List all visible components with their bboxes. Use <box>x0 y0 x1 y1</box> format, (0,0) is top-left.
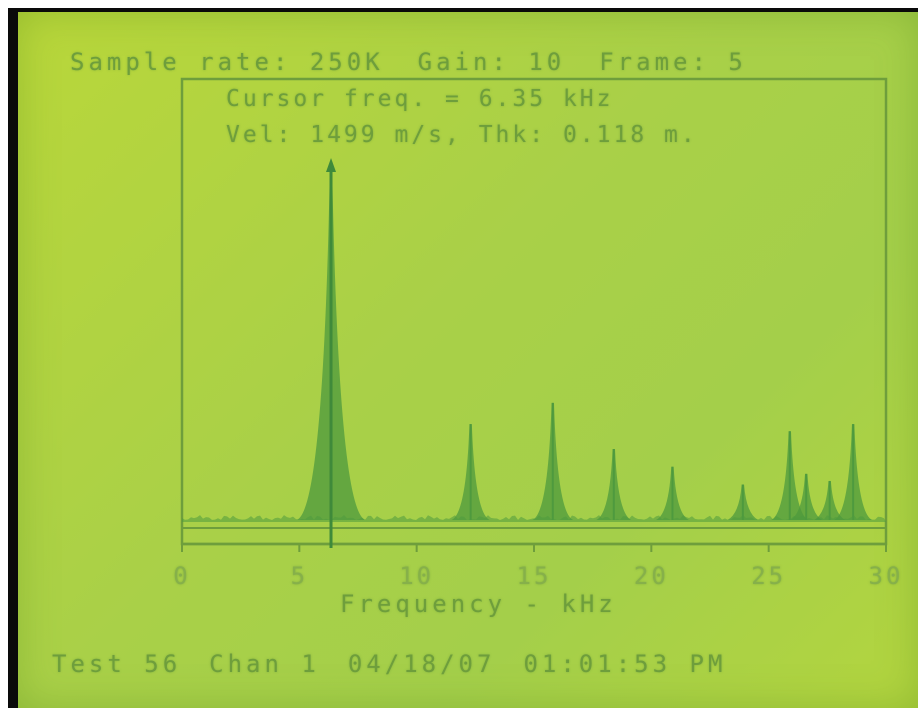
x-axis-ticks <box>181 544 887 552</box>
frequency-cursor[interactable] <box>326 158 337 548</box>
x-tick-label: 15 <box>516 562 552 590</box>
cursor-arrow-icon[interactable] <box>326 158 337 172</box>
x-tick-label: 10 <box>399 562 435 590</box>
x-tick-label: 30 <box>868 562 904 590</box>
x-tick-label: 20 <box>633 562 669 590</box>
lcd-screen: Sample rate: 250K Gain: 10 Frame: 5 <box>8 8 918 708</box>
cursor-frequency-readout: Cursor freq. = 6.35 kHz <box>226 86 614 112</box>
spectrum-trace <box>182 172 886 522</box>
gain-readout: Gain: 10 <box>417 48 566 76</box>
channel-readout: Chan 1 <box>209 650 320 678</box>
frame-readout: Frame: 5 <box>599 48 747 76</box>
noise-floor <box>182 515 886 522</box>
test-number: Test 56 <box>52 650 182 678</box>
plot-frame <box>180 77 888 546</box>
time-readout: 01:01:53 PM <box>523 650 727 678</box>
sample-rate-readout: Sample rate: 250K <box>70 48 384 76</box>
x-axis-label: Frequency - kHz <box>340 590 617 618</box>
x-tick-label: 0 <box>173 562 191 590</box>
status-footer: Test 56 Chan 1 04/18/07 01:01:53 PM <box>52 650 754 678</box>
x-tick-label: 5 <box>290 562 309 590</box>
velocity-thickness-readout: Vel: 1499 m/s, Thk: 0.118 m. <box>226 122 698 148</box>
x-tick-label: 25 <box>751 562 787 590</box>
date-readout: 04/18/07 <box>347 650 496 678</box>
status-header: Sample rate: 250K Gain: 10 Frame: 5 <box>70 48 781 76</box>
